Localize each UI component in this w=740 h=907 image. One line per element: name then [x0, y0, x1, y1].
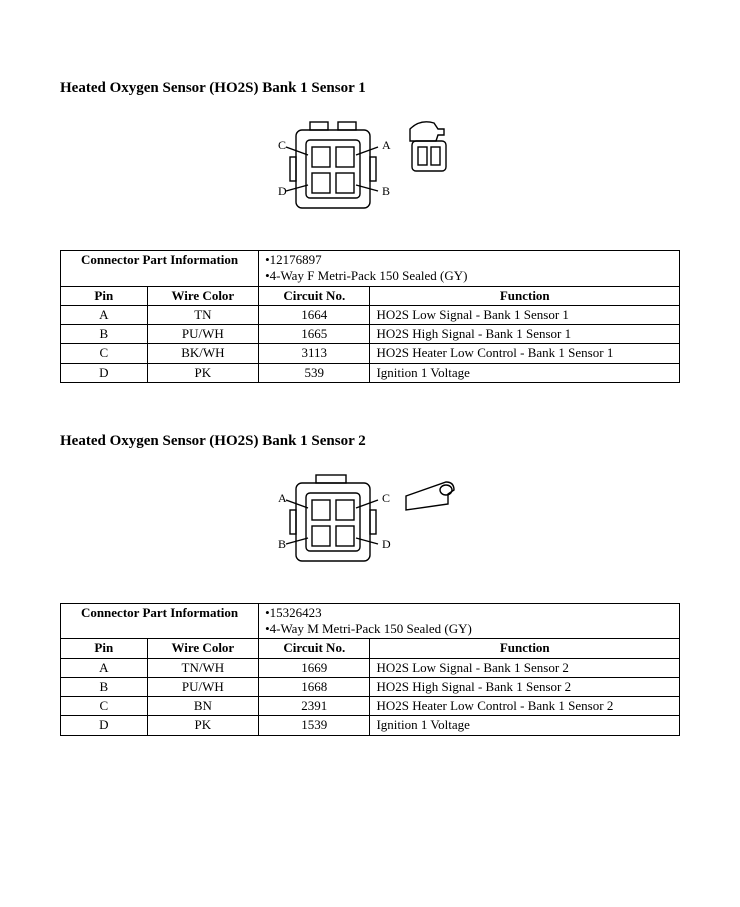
cell-color: TN/WH: [147, 658, 258, 677]
table-row: D PK 539 Ignition 1 Voltage: [61, 363, 680, 382]
cell-pin: D: [61, 363, 148, 382]
cell-ckt: 539: [259, 363, 370, 382]
col-pin: Pin: [61, 639, 148, 658]
table-row: D PK 1539 Ignition 1 Voltage: [61, 716, 680, 735]
table-row: A TN 1664 HO2S Low Signal - Bank 1 Senso…: [61, 305, 680, 324]
col-ckt: Circuit No.: [259, 286, 370, 305]
cell-func: Ignition 1 Voltage: [370, 716, 680, 735]
cell-ckt: 1665: [259, 325, 370, 344]
cell-pin: D: [61, 716, 148, 735]
cell-ckt: 1539: [259, 716, 370, 735]
connector-info-label: Connector Part Information: [61, 251, 259, 287]
cell-func: HO2S High Signal - Bank 1 Sensor 1: [370, 325, 680, 344]
table-row: B PU/WH 1665 HO2S High Signal - Bank 1 S…: [61, 325, 680, 344]
page-root: Heated Oxygen Sensor (HO2S) Bank 1 Senso…: [0, 0, 740, 776]
connector-info-line: •12176897: [265, 252, 673, 268]
section-1: Heated Oxygen Sensor (HO2S) Bank 1 Senso…: [60, 80, 680, 383]
cell-ckt: 1669: [259, 658, 370, 677]
connector-info-line: •4-Way F Metri-Pack 150 Sealed (GY): [265, 268, 673, 284]
section-2: Heated Oxygen Sensor (HO2S) Bank 1 Senso…: [60, 433, 680, 736]
svg-text:A: A: [278, 491, 287, 505]
cell-pin: A: [61, 658, 148, 677]
cell-func: Ignition 1 Voltage: [370, 363, 680, 382]
cell-pin: C: [61, 697, 148, 716]
connector-table: Connector Part Information •15326423 •4-…: [60, 603, 680, 736]
cell-func: HO2S Heater Low Control - Bank 1 Sensor …: [370, 344, 680, 363]
cell-ckt: 1668: [259, 677, 370, 696]
connector-diagram: A C B D: [60, 460, 680, 585]
section-title: Heated Oxygen Sensor (HO2S) Bank 1 Senso…: [60, 80, 680, 97]
cell-func: HO2S Heater Low Control - Bank 1 Sensor …: [370, 697, 680, 716]
cell-pin: B: [61, 325, 148, 344]
connector-info-label: Connector Part Information: [61, 603, 259, 639]
cell-pin: B: [61, 677, 148, 696]
section-title: Heated Oxygen Sensor (HO2S) Bank 1 Senso…: [60, 433, 680, 450]
cell-ckt: 3113: [259, 344, 370, 363]
svg-text:D: D: [278, 184, 287, 198]
svg-text:D: D: [382, 537, 391, 551]
col-ckt: Circuit No.: [259, 639, 370, 658]
cell-color: BK/WH: [147, 344, 258, 363]
connector-diagram: C A D B: [60, 107, 680, 232]
col-func: Function: [370, 286, 680, 305]
connector-info-line: •4-Way M Metri-Pack 150 Sealed (GY): [265, 621, 673, 637]
svg-text:C: C: [382, 491, 390, 505]
table-row: B PU/WH 1668 HO2S High Signal - Bank 1 S…: [61, 677, 680, 696]
col-func: Function: [370, 639, 680, 658]
connector-table: Connector Part Information •12176897 •4-…: [60, 250, 680, 383]
table-row: C BK/WH 3113 HO2S Heater Low Control - B…: [61, 344, 680, 363]
cell-ckt: 2391: [259, 697, 370, 716]
svg-text:B: B: [382, 184, 390, 198]
connector-info-cell: •12176897 •4-Way F Metri-Pack 150 Sealed…: [259, 251, 680, 287]
cell-color: PK: [147, 363, 258, 382]
cell-color: BN: [147, 697, 258, 716]
cell-func: HO2S High Signal - Bank 1 Sensor 2: [370, 677, 680, 696]
table-row: A TN/WH 1669 HO2S Low Signal - Bank 1 Se…: [61, 658, 680, 677]
cell-pin: A: [61, 305, 148, 324]
cell-color: PK: [147, 716, 258, 735]
col-color: Wire Color: [147, 286, 258, 305]
table-row: C BN 2391 HO2S Heater Low Control - Bank…: [61, 697, 680, 716]
cell-color: PU/WH: [147, 325, 258, 344]
cell-color: PU/WH: [147, 677, 258, 696]
svg-text:B: B: [278, 537, 286, 551]
cell-ckt: 1664: [259, 305, 370, 324]
cell-func: HO2S Low Signal - Bank 1 Sensor 1: [370, 305, 680, 324]
cell-color: TN: [147, 305, 258, 324]
svg-text:C: C: [278, 138, 286, 152]
col-pin: Pin: [61, 286, 148, 305]
section-spacer: [60, 383, 680, 433]
cell-pin: C: [61, 344, 148, 363]
cell-func: HO2S Low Signal - Bank 1 Sensor 2: [370, 658, 680, 677]
col-color: Wire Color: [147, 639, 258, 658]
connector-info-cell: •15326423 •4-Way M Metri-Pack 150 Sealed…: [259, 603, 680, 639]
connector-info-line: •15326423: [265, 605, 673, 621]
svg-text:A: A: [382, 138, 391, 152]
